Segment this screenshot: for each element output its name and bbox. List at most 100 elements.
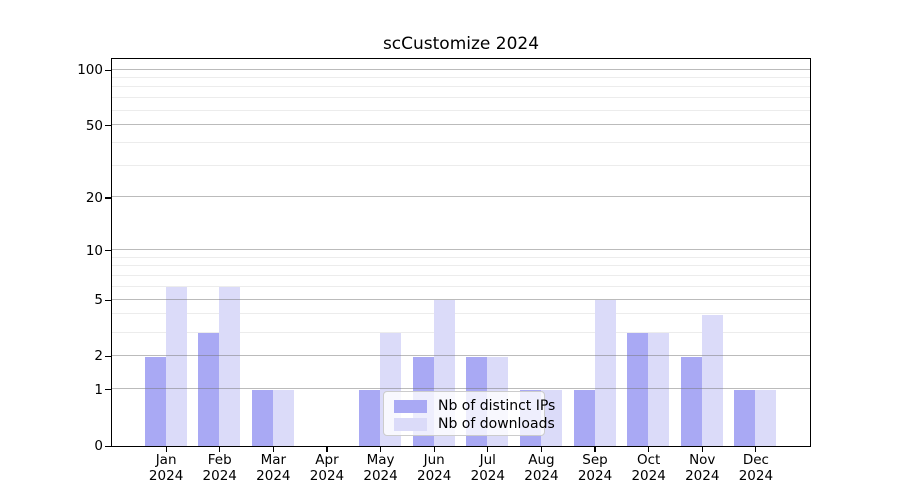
x-tick-year: 2024 [148,467,184,484]
y-tick-mark-10 [105,250,111,252]
y-tick-label-2: 2 [94,348,103,365]
bar-oct-ips [627,333,649,446]
y-tick-mark-100 [105,69,111,71]
x-tick-month: Oct [636,452,661,468]
major-gridline-100 [112,68,810,70]
bar-aug-downloads [540,389,562,446]
bar-feb-downloads [219,287,241,446]
x-tick-year: 2024 [363,467,398,484]
x-tick-label-oct: Oct 2024 [609,452,689,484]
minor-gridline-40 [112,141,810,143]
x-tick-year: 2024 [470,467,505,484]
bar-nov-downloads [701,314,723,446]
y-tick-mark-20 [105,197,111,199]
bar-oct-downloads [648,333,670,446]
minor-gridline-80 [112,86,810,88]
x-tick-month: Aug [528,452,555,468]
bar-sep-downloads [594,300,616,446]
y-tick-label-5: 5 [94,292,103,309]
x-tick-year: 2024 [202,467,237,484]
plot-area [111,58,811,447]
x-tick-year: 2024 [738,467,774,484]
x-tick-label-jan: Jan 2024 [126,452,206,484]
minor-gridline-60 [112,109,810,111]
x-tick-mark-jan [165,447,167,452]
legend: Nb of distinct IPs Nb of downloads [383,391,555,436]
minor-gridline-70 [112,97,810,99]
minor-gridline-90 [112,76,810,78]
x-tick-month: Feb [207,452,232,468]
x-tick-label-jun: Jun 2024 [394,452,474,484]
x-tick-mark-jun [433,447,435,452]
y-tick-mark-1 [105,389,111,391]
x-tick-mark-apr [326,447,328,452]
y-tick-label-10: 10 [85,242,103,259]
x-tick-label-mar: Mar 2024 [233,452,313,484]
x-tick-label-nov: Nov 2024 [662,452,742,484]
bar-sep-ips [573,389,595,446]
bar-mar-downloads [272,389,294,446]
bar-may-ips [359,389,381,446]
bar-nov-ips [680,356,702,446]
legend-label-ips: Nb of distinct IPs [438,398,556,414]
x-tick-label-may: May 2024 [341,452,421,484]
x-tick-month: Dec [742,452,769,468]
x-tick-mark-dec [755,447,757,452]
bar-jan-downloads [165,287,187,446]
bar-dec-downloads [755,389,777,446]
x-tick-month: Sep [582,452,608,468]
x-tick-year: 2024 [309,467,345,484]
y-tick-label-1: 1 [94,381,103,398]
x-tick-label-jul: Jul 2024 [448,452,528,484]
x-tick-year: 2024 [631,467,666,484]
x-tick-mark-sep [594,447,596,452]
x-tick-year: 2024 [524,467,559,484]
x-tick-mark-aug [540,447,542,452]
x-tick-mark-mar [272,447,274,452]
x-tick-year: 2024 [256,467,291,484]
major-gridline-10 [112,249,810,251]
y-tick-label-20: 20 [85,189,103,206]
x-tick-mark-may [379,447,382,452]
x-tick-month: May [366,452,395,468]
major-gridline-2 [112,354,810,356]
x-tick-year: 2024 [417,467,452,484]
x-tick-mark-feb [219,447,221,452]
x-tick-label-apr: Apr 2024 [287,452,367,484]
minor-gridline-7 [112,275,810,277]
bar-dec-ips [734,389,756,446]
minor-gridline-3 [112,331,810,333]
legend-label-downloads: Nb of downloads [438,416,555,432]
x-tick-year: 2024 [577,467,613,484]
minor-gridline-30 [112,164,810,166]
x-tick-label-sep: Sep 2024 [555,452,635,484]
x-tick-month: Jan [155,452,177,468]
y-tick-mark-50 [105,125,111,127]
y-tick-label-100: 100 [77,62,103,78]
minor-gridline-4 [112,313,810,315]
y-tick-mark-2 [105,355,111,358]
major-gridline-50 [112,124,810,126]
x-tick-mark-oct [648,447,650,452]
x-tick-mark-jul [487,447,489,452]
minor-gridline-6 [112,285,810,287]
y-tick-label-0: 0 [94,438,103,454]
legend-item-ips: Nb of distinct IPs [394,398,555,414]
legend-swatch-downloads [394,417,427,431]
x-tick-month: Jun [423,452,445,468]
bar-mar-ips [251,389,273,446]
x-tick-label-feb: Feb 2024 [180,452,260,484]
major-gridline-1 [112,388,810,390]
x-tick-month: Mar [260,452,287,468]
x-tick-label-aug: Aug 2024 [501,452,581,484]
x-tick-year: 2024 [685,467,720,484]
x-tick-month: Apr [315,452,339,468]
legend-swatch-ips [394,399,427,413]
y-tick-mark-0 [105,445,111,447]
x-tick-month: Jul [479,452,496,468]
x-tick-mark-nov [701,447,703,452]
y-tick-mark-5 [105,299,111,301]
x-tick-month: Nov [689,452,716,468]
bar-jan-ips [144,356,166,446]
